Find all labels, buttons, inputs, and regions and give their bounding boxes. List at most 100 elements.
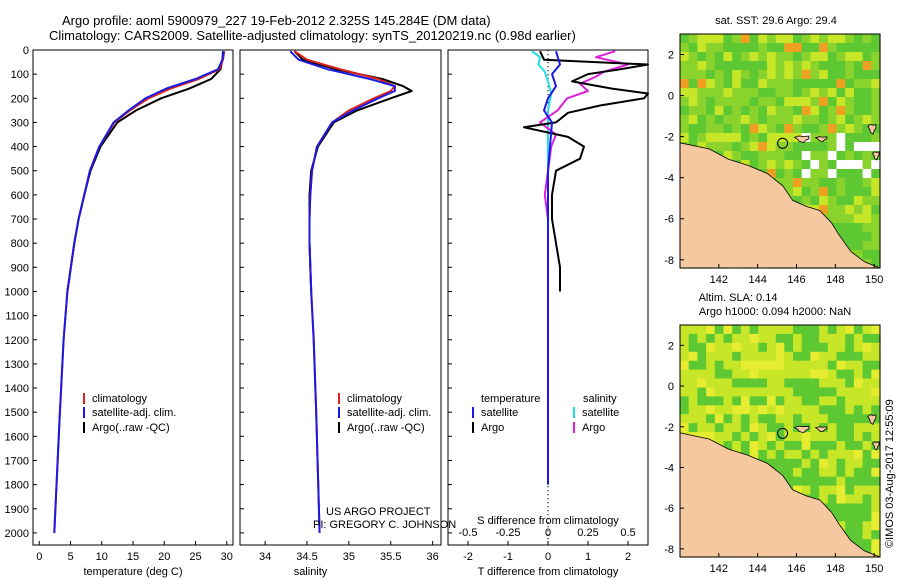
map-cell xyxy=(680,97,690,107)
map-cell xyxy=(732,79,742,89)
map-cell xyxy=(732,115,742,125)
map-cell xyxy=(758,360,768,371)
map-cell xyxy=(836,423,846,433)
map-cell xyxy=(853,360,864,371)
salinity-difference-tick-label: 0 xyxy=(545,527,551,539)
map-cell xyxy=(801,151,811,161)
map-cell xyxy=(862,387,872,397)
map-cell xyxy=(810,97,820,107)
map-cell xyxy=(697,387,707,397)
map-cell xyxy=(810,432,820,442)
map-cell xyxy=(723,325,733,335)
map-cell xyxy=(697,106,707,116)
map-cell xyxy=(732,360,742,371)
map-cell xyxy=(871,79,881,89)
map-cell xyxy=(793,115,803,125)
map-cell xyxy=(827,169,838,179)
map-cell xyxy=(749,151,759,161)
map-cell xyxy=(749,333,759,344)
map-cell xyxy=(862,124,872,134)
map-cell xyxy=(845,342,855,353)
map-cell xyxy=(801,485,811,496)
map-cell xyxy=(740,414,751,424)
map-cell xyxy=(819,34,829,44)
map-cell xyxy=(871,133,881,143)
map-cell xyxy=(862,342,872,353)
map-cell xyxy=(740,142,751,152)
map-cell xyxy=(827,396,838,406)
map-cell xyxy=(784,124,794,134)
map-cell xyxy=(862,369,872,380)
map-cell xyxy=(862,196,872,206)
map-cell xyxy=(697,414,707,424)
depth-tick-label: 100 xyxy=(11,69,29,81)
map-cell xyxy=(697,88,707,98)
map-cell xyxy=(819,205,829,215)
map-cell xyxy=(853,414,864,424)
latitude-tick-label: 0 xyxy=(668,91,674,103)
map-cell xyxy=(819,467,829,478)
longitude-tick-label: 146 xyxy=(787,563,805,575)
map-cell xyxy=(845,458,855,469)
map-cell xyxy=(819,414,829,424)
map-cell xyxy=(740,351,751,362)
map-cell xyxy=(810,88,820,98)
map-cell xyxy=(810,169,820,179)
map-cell xyxy=(784,333,794,344)
map-cell xyxy=(845,369,855,380)
map-cell xyxy=(758,449,768,460)
map-cell xyxy=(819,187,829,197)
map-cell xyxy=(793,34,803,44)
map-cell xyxy=(801,378,811,388)
map-cell xyxy=(723,387,733,397)
map-cell xyxy=(749,142,759,152)
map-cell xyxy=(775,396,785,406)
map-cell xyxy=(810,485,820,496)
map-cell xyxy=(862,79,872,89)
latitude-tick-label: -8 xyxy=(664,544,674,556)
map-cell xyxy=(740,405,751,415)
map-cell xyxy=(819,360,829,371)
temperature-difference-tick-label: 2 xyxy=(625,551,631,563)
map-cell xyxy=(819,441,829,451)
map-cell xyxy=(836,325,846,335)
temperature-argo-difference-line xyxy=(523,50,649,292)
depth-tick-label: 1200 xyxy=(5,335,29,347)
map-cell xyxy=(801,124,811,134)
map-cell xyxy=(706,52,716,62)
map-cell xyxy=(862,133,872,143)
map-cell xyxy=(775,325,785,335)
temperature-tick-label: 0 xyxy=(36,551,42,563)
map-cell xyxy=(853,106,864,116)
map-cell xyxy=(819,387,829,397)
map-cell xyxy=(723,441,733,451)
sla-map-frame xyxy=(679,324,881,558)
map-cell xyxy=(845,178,855,188)
map-cell xyxy=(688,423,698,433)
map-cell xyxy=(767,414,777,424)
map-cell xyxy=(680,405,690,415)
map-cell xyxy=(680,369,690,380)
map-cell xyxy=(810,124,820,134)
map-cell xyxy=(749,106,759,116)
map-cell xyxy=(810,34,820,44)
map-cell xyxy=(680,133,690,143)
map-cell xyxy=(714,97,725,107)
map-cell xyxy=(853,70,864,80)
map-cell xyxy=(732,369,742,380)
map-cell xyxy=(810,115,820,125)
map-cell xyxy=(836,34,846,44)
map-cell xyxy=(871,250,881,260)
map-cell xyxy=(819,325,829,335)
map-cell xyxy=(845,521,855,531)
map-cell xyxy=(775,369,785,380)
map-cell xyxy=(775,441,785,451)
map-cell xyxy=(827,351,838,362)
map-cell xyxy=(853,133,864,143)
map-cell xyxy=(740,124,751,134)
map-cell xyxy=(871,43,881,53)
map-cell xyxy=(723,124,733,134)
map-cell xyxy=(714,405,725,415)
map-cell xyxy=(793,187,803,197)
map-cell xyxy=(740,432,751,442)
